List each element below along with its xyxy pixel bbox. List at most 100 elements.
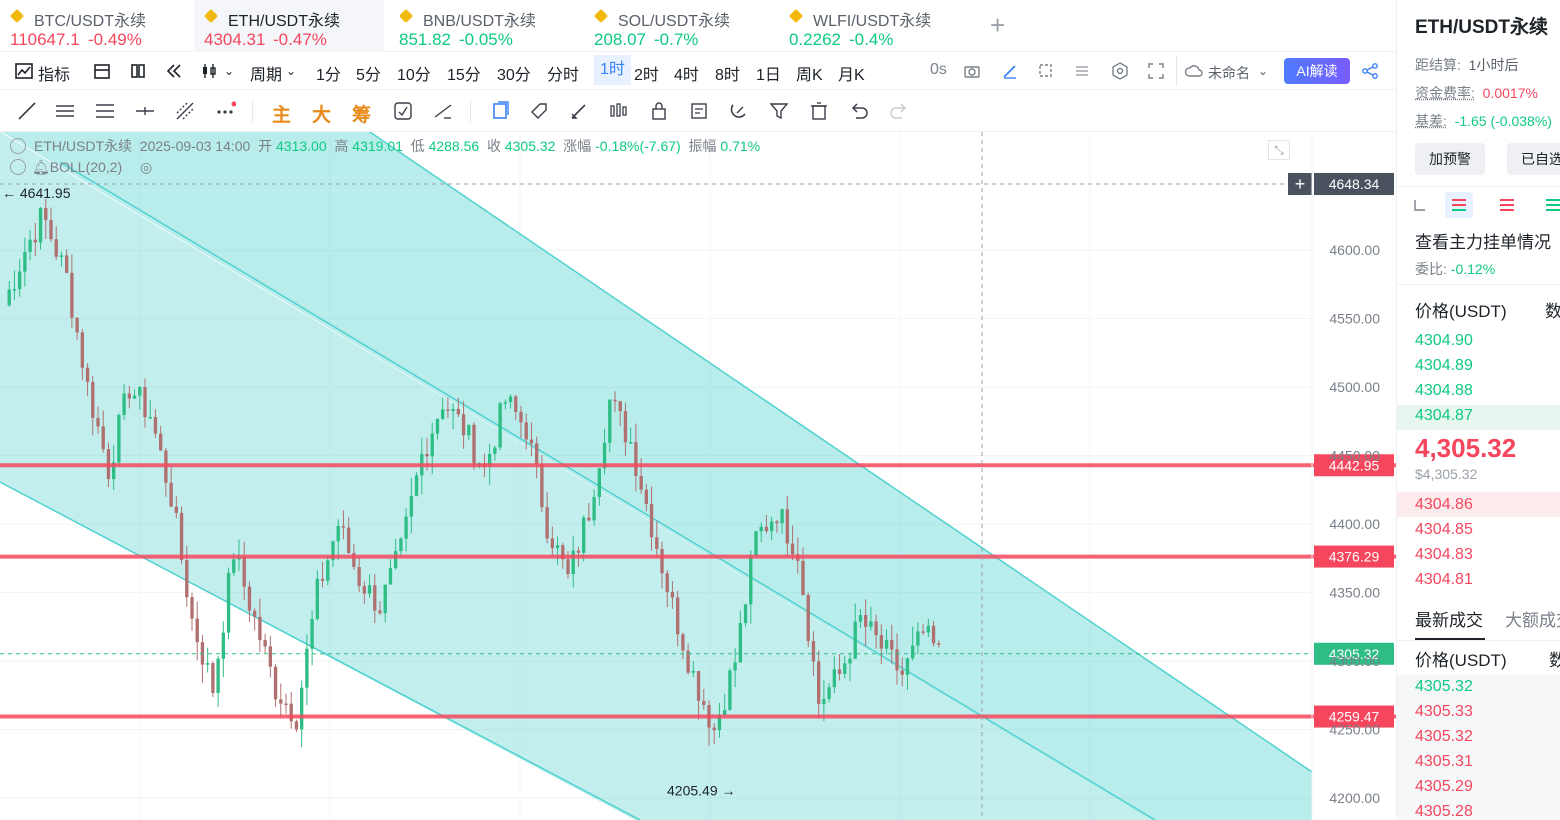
settings-icon[interactable]	[1110, 61, 1130, 81]
share-icon[interactable]	[1360, 61, 1380, 81]
interval-8[interactable]: 4时	[674, 67, 699, 84]
symbol-tab[interactable]: ETH/USDT永续 4304.31 -0.47%	[194, 0, 384, 52]
bid-price[interactable]: 4304.81	[1415, 571, 1473, 588]
layout-name-dropdown[interactable]: 未命名	[1208, 65, 1250, 81]
brush-icon[interactable]	[568, 100, 590, 122]
ask-price[interactable]: 4304.90	[1415, 332, 1473, 349]
parallel-channel-icon[interactable]	[54, 100, 76, 122]
ai-analysis-button[interactable]: AI解读	[1284, 58, 1350, 84]
tab-change: -0.05%	[459, 30, 513, 49]
horizontal-lines-icon[interactable]	[94, 100, 116, 122]
candle-body	[571, 550, 575, 575]
candle-type-icon[interactable]	[200, 61, 220, 81]
candle-body	[336, 525, 340, 542]
tab-latest-trades[interactable]: 最新成交	[1415, 611, 1483, 630]
list-icon[interactable]	[1072, 61, 1092, 81]
candle-body	[96, 417, 100, 427]
ask-price[interactable]: 4304.88	[1415, 382, 1473, 399]
high-value: 4319.01	[352, 138, 403, 154]
interval-3[interactable]: 15分	[447, 67, 481, 84]
interval-1[interactable]: 5分	[356, 67, 381, 84]
candle-body	[843, 663, 847, 674]
symbol-tab[interactable]: WLFI/USDT永续 0.2262 -0.4%	[779, 0, 969, 52]
collapse-icon[interactable]	[10, 138, 26, 154]
fullscreen-icon[interactable]	[1146, 61, 1166, 81]
layout-icon[interactable]	[128, 61, 148, 81]
pencil-icon[interactable]	[1000, 61, 1020, 81]
trash-icon[interactable]	[808, 100, 830, 122]
undo-icon[interactable]	[848, 100, 870, 122]
horizontal-ray-icon[interactable]	[134, 100, 156, 122]
interval-11[interactable]: 周K	[796, 67, 823, 84]
bids-only-icon[interactable]	[1543, 196, 1560, 214]
chart-canvas[interactable]: 4442.95 4376.29 4259.47 4305.32 + 4648.34 4600…	[0, 132, 1396, 820]
redo-icon[interactable]	[888, 100, 910, 122]
tag-icon[interactable]	[528, 100, 550, 122]
ask-price[interactable]: 4304.89	[1415, 357, 1473, 374]
trend-line-icon[interactable]	[16, 100, 38, 122]
replay-icon[interactable]	[164, 61, 184, 81]
boll-indicator-label[interactable]: 🔔︎BOLL(20,2) ◎	[10, 159, 152, 176]
indicator-toggle-icon[interactable]	[10, 159, 26, 175]
lock-icon[interactable]	[648, 100, 670, 122]
copy-icon[interactable]	[490, 100, 512, 122]
symbol-tab[interactable]: BTC/USDT永续 110647.1 -0.49%	[0, 0, 190, 52]
depth-mode-icon[interactable]	[1411, 196, 1431, 214]
ask-price[interactable]: 4304.87	[1415, 407, 1473, 424]
interval-12[interactable]: 月K	[838, 67, 865, 84]
interval-9[interactable]: 8时	[715, 67, 740, 84]
chevron-down-icon[interactable]: ⌄	[224, 64, 235, 78]
indicators-button[interactable]: 指标	[38, 67, 71, 84]
symbol-tab[interactable]: SOL/USDT永续 208.07 -0.7%	[584, 0, 774, 52]
indicator-icon[interactable]	[14, 61, 34, 81]
chips-button[interactable]: 筹	[352, 105, 372, 126]
minimize-icon[interactable]: ⤡	[1268, 140, 1290, 160]
chevron-down-icon[interactable]: ⌄	[1258, 64, 1269, 78]
funding-value: 0.0017%	[1482, 85, 1538, 101]
both-sides-icon[interactable]	[1445, 192, 1473, 218]
candle-body	[937, 643, 941, 645]
y-tick-label: 4550.00	[1329, 311, 1380, 327]
bell-icon[interactable]: 🔔︎	[32, 159, 50, 175]
eye-off-icon[interactable]: ◎	[140, 159, 153, 175]
period-dropdown[interactable]: 周期	[250, 67, 283, 84]
refresh-draw-icon[interactable]	[392, 100, 414, 122]
main-chart-button[interactable]: 主	[272, 105, 292, 126]
filter-icon[interactable]	[768, 100, 790, 122]
interval-10[interactable]: 1日	[756, 67, 781, 84]
candle-body	[733, 662, 737, 671]
more-icon[interactable]	[214, 100, 236, 122]
chevron-down-icon[interactable]: ⌄	[286, 64, 297, 78]
bid-price[interactable]: 4304.83	[1415, 546, 1473, 563]
bid-price[interactable]: 4304.85	[1415, 521, 1473, 538]
interval-7[interactable]: 2时	[634, 67, 659, 84]
interval-6[interactable]: 1时	[594, 55, 631, 85]
template-icon[interactable]	[92, 61, 112, 81]
select-icon[interactable]	[1036, 61, 1056, 81]
watchlist-button[interactable]: 已自选	[1507, 143, 1560, 175]
bid-price[interactable]: 4304.86	[1415, 496, 1473, 513]
candlestick-chart[interactable]: 4442.95 4376.29 4259.47 4305.32 +4648.34 4600…	[0, 132, 1396, 820]
interval-4[interactable]: 30分	[497, 67, 531, 84]
interval-0[interactable]: 1分	[316, 67, 341, 84]
big-order-button[interactable]: 大	[312, 105, 332, 126]
measure-icon[interactable]	[432, 100, 454, 122]
symbol-tab[interactable]: BNB/USDT永续 851.82 -0.05%	[389, 0, 579, 52]
cloud-icon[interactable]	[1184, 61, 1204, 81]
fib-icon[interactable]	[174, 100, 196, 122]
interval-5[interactable]: 分时	[547, 67, 580, 84]
candle-body	[221, 632, 226, 659]
interval-2[interactable]: 10分	[397, 67, 431, 84]
magnet-icon[interactable]	[728, 100, 750, 122]
add-tab-icon[interactable]: +	[990, 10, 1006, 40]
candle-body	[409, 496, 414, 517]
camera-icon[interactable]	[962, 61, 982, 81]
candles-icon[interactable]	[608, 100, 630, 122]
note-icon[interactable]	[688, 100, 710, 122]
asks-only-icon[interactable]	[1497, 196, 1517, 214]
level-price-tag	[1314, 705, 1394, 728]
tab-big-trades[interactable]: 大额成交	[1505, 611, 1560, 630]
candle-body	[628, 442, 633, 444]
main-orders-link[interactable]: 查看主力挂单情况	[1415, 233, 1551, 252]
add-alert-button[interactable]: 加预警	[1415, 143, 1485, 175]
